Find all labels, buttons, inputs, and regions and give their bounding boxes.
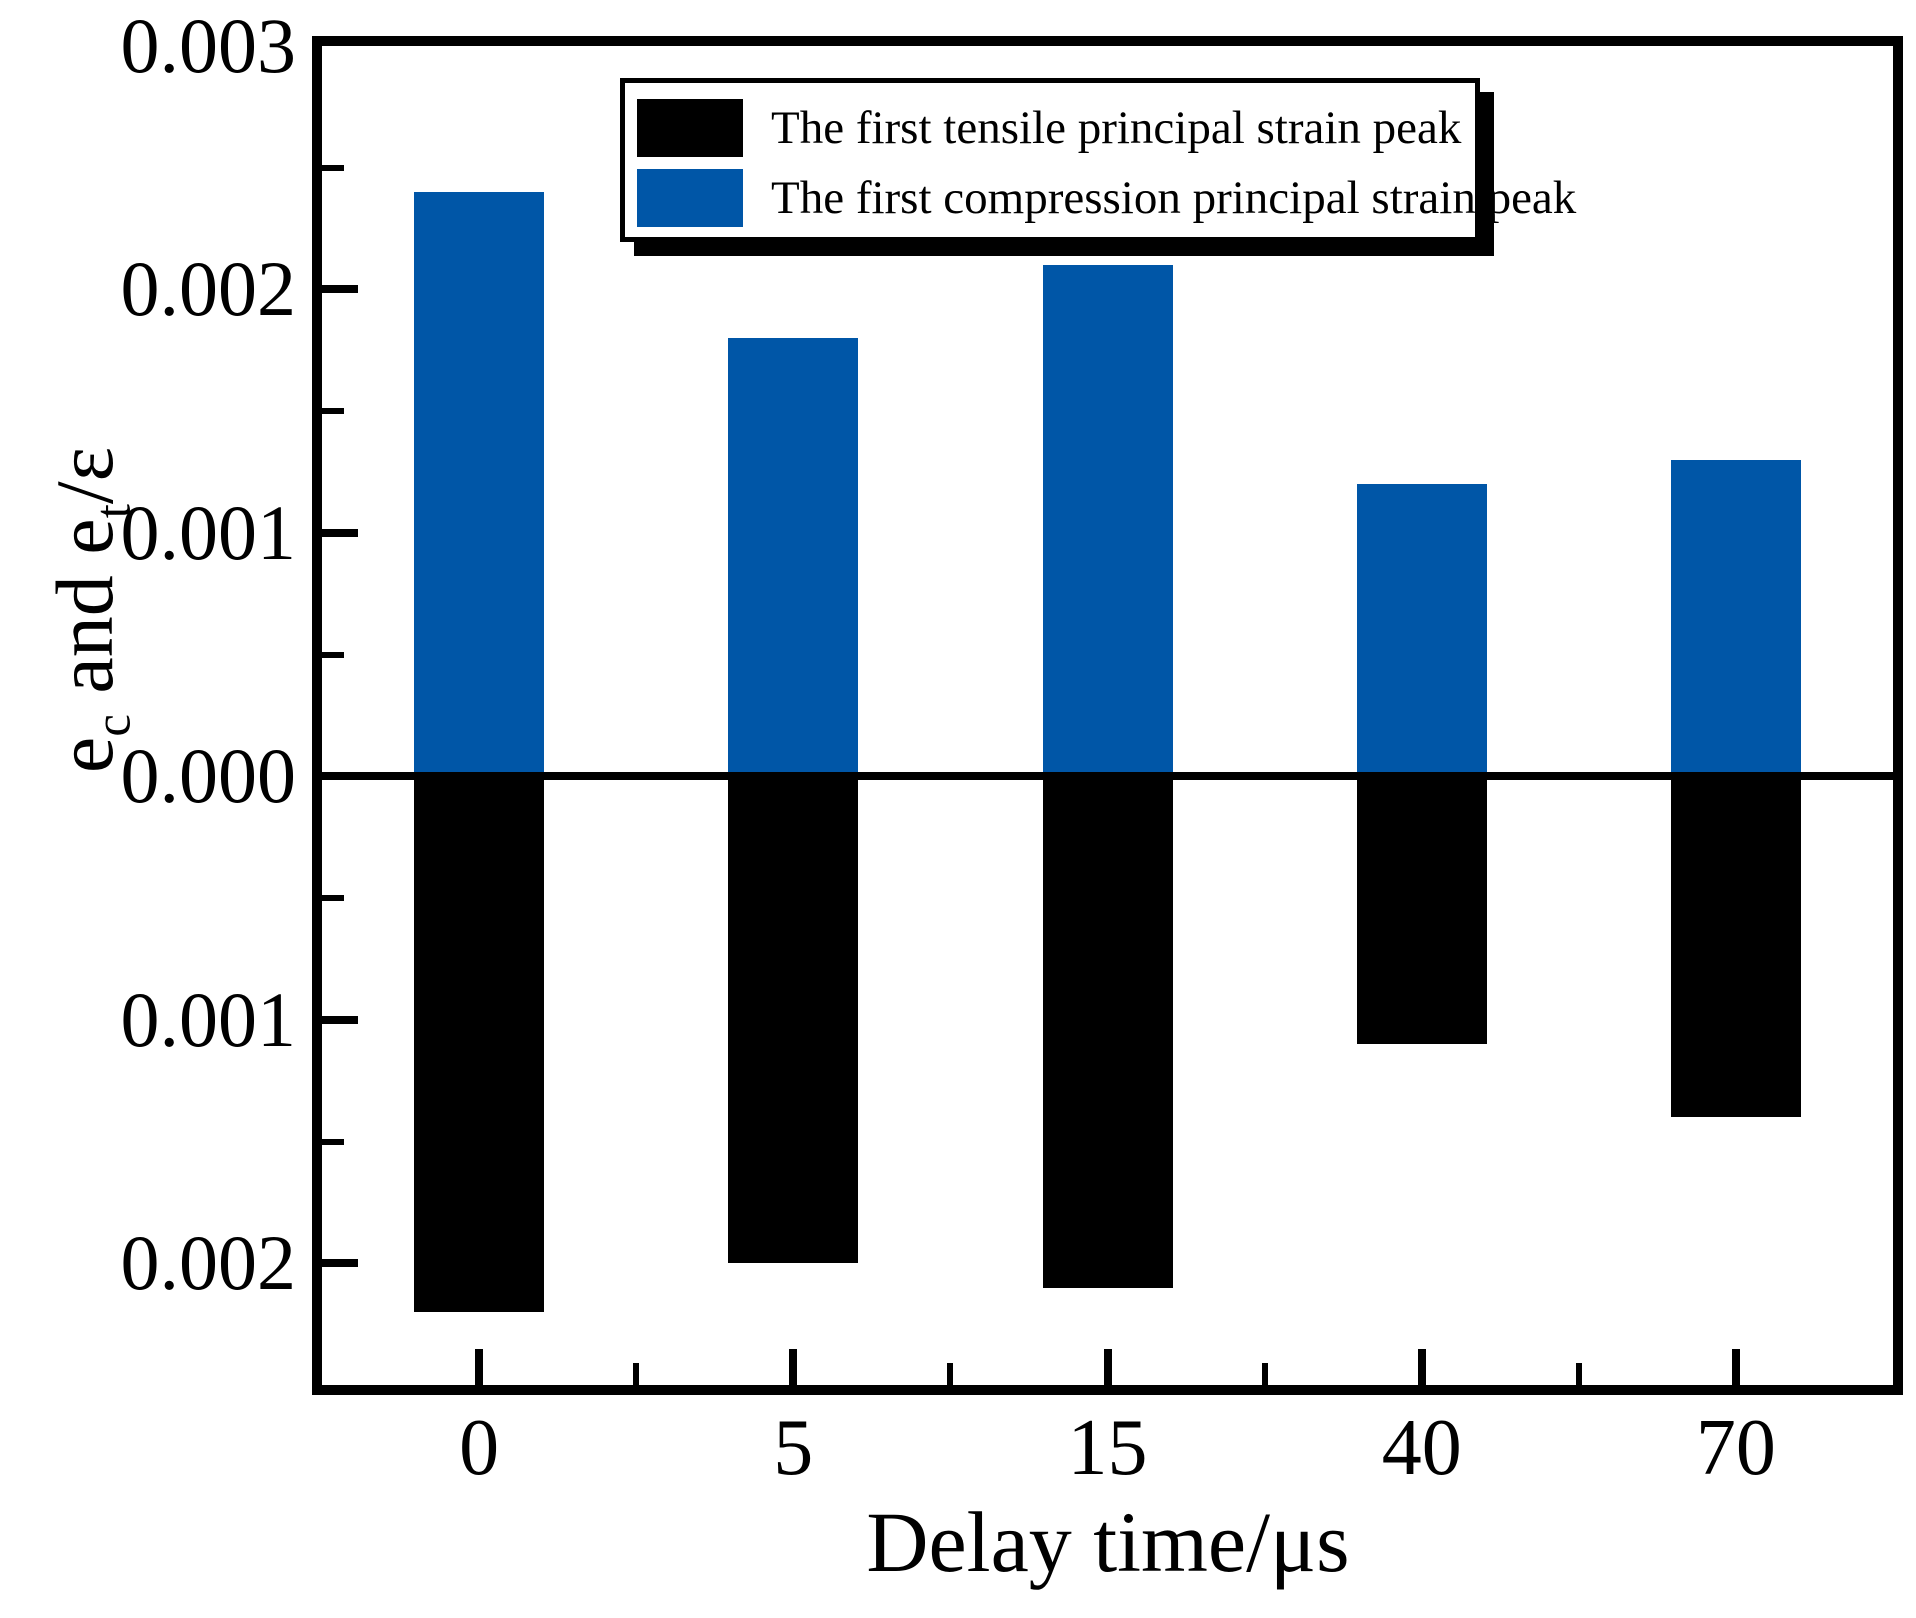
y-tick-label: 0.001 — [120, 488, 297, 576]
x-minor-tick — [1575, 1363, 1582, 1385]
y-axis-title: ec and et/ε — [31, 260, 140, 960]
y-major-tick — [322, 528, 358, 537]
x-tick-label: 15 — [1067, 1404, 1148, 1492]
x-tick-label: 5 — [773, 1404, 814, 1492]
x-major-tick — [475, 1349, 484, 1385]
y-major-tick — [322, 1015, 358, 1024]
y-tick-label: 0.003 — [120, 2, 297, 89]
x-tick-label: 70 — [1695, 1404, 1776, 1492]
y-minor-tick — [322, 164, 344, 171]
x-tick-label: 40 — [1381, 1404, 1462, 1492]
x-major-tick — [1731, 1349, 1740, 1385]
y-minor-tick — [322, 408, 344, 415]
x-major-tick — [1103, 1349, 1112, 1385]
legend-swatch-tensile — [637, 99, 743, 157]
y-minor-tick — [322, 1138, 344, 1145]
x-minor-tick — [633, 1363, 640, 1385]
x-minor-tick — [1261, 1363, 1268, 1385]
bar-tensile-70 — [1670, 776, 1801, 1118]
x-minor-tick — [947, 1363, 954, 1385]
y-tick-label: 0.000 — [120, 732, 297, 820]
y-minor-tick — [322, 895, 344, 902]
legend-row-compression: The first compression principal strain p… — [637, 163, 1576, 233]
x-major-tick — [789, 1349, 798, 1385]
legend-row-tensile: The first tensile principal strain peak — [637, 93, 1475, 163]
x-major-tick — [1417, 1349, 1426, 1385]
bar-compression-5 — [728, 338, 859, 777]
x-tick-label: 0 — [459, 1404, 500, 1492]
x-axis-title: Delay time/μs — [866, 1494, 1350, 1590]
plot-area — [312, 36, 1903, 1395]
y-tick-label: 0.001 — [120, 975, 297, 1063]
bar-tensile-15 — [1042, 776, 1173, 1288]
bar-tensile-40 — [1356, 776, 1487, 1045]
legend-swatch-compression — [637, 169, 743, 227]
y-minor-tick — [322, 651, 344, 658]
y-major-tick — [322, 285, 358, 294]
plot-inner — [322, 46, 1893, 1385]
y-major-tick — [322, 1259, 358, 1268]
legend: The first tensile principal strain peak … — [620, 78, 1576, 242]
zero-axis-line — [322, 772, 1893, 781]
legend-label-tensile: The first tensile principal strain peak — [771, 102, 1462, 154]
legend-label-compression: The first compression principal strain p… — [771, 172, 1577, 224]
bar-compression-0 — [414, 192, 545, 777]
bar-tensile-0 — [414, 776, 545, 1312]
bar-compression-40 — [1356, 484, 1487, 777]
y-tick-label: 0.002 — [120, 1219, 297, 1307]
bar-compression-15 — [1042, 265, 1173, 777]
y-tick-label: 0.002 — [120, 245, 297, 333]
bar-tensile-5 — [728, 776, 859, 1264]
bar-compression-70 — [1670, 459, 1801, 777]
